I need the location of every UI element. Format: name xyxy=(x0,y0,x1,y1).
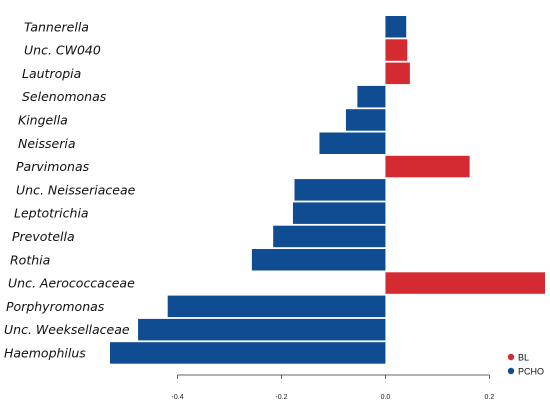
bar-haemophilus xyxy=(110,342,386,364)
bar-unc-aerococcaceae xyxy=(385,272,545,294)
category-label: Tannerella xyxy=(24,19,89,34)
category-label: Unc. CW040 xyxy=(24,43,101,58)
x-tick-label: 0.2 xyxy=(485,394,495,401)
legend-marker-pcho xyxy=(507,367,515,375)
category-label: Kingella xyxy=(18,112,68,127)
legend-marker-bl xyxy=(507,353,515,361)
bar-selenomonas xyxy=(357,85,386,108)
x-axis: -0.4 -0.2 0.0 0.2 xyxy=(172,374,495,401)
bar-tannerella xyxy=(385,16,407,38)
bar-leptotrichia xyxy=(292,202,386,224)
bar-unc-cw040 xyxy=(385,39,408,61)
x-tick-label: 0.0 xyxy=(381,394,391,401)
bar-unc-weeksellaceae xyxy=(138,318,386,341)
bar-parvimonas xyxy=(385,155,470,178)
bar-lautropia xyxy=(385,62,410,85)
category-label: Prevotella xyxy=(12,229,75,244)
category-label: Unc. Weeksellaceae xyxy=(4,322,130,337)
category-label: Parvimonas xyxy=(16,159,90,174)
bars-group xyxy=(110,16,545,364)
category-label: Unc. Neisseriaceae xyxy=(16,182,136,197)
legend-label-bl: BL xyxy=(518,353,529,363)
legend: BL PCHO xyxy=(507,353,544,377)
category-label: Unc. Aerococcaceae xyxy=(8,276,135,291)
category-label: Leptotrichia xyxy=(14,206,89,221)
category-label: Lautropia xyxy=(22,66,81,81)
category-label: Rothia xyxy=(10,252,50,267)
legend-label-pcho: PCHO xyxy=(518,367,544,377)
bar-porphyromonas xyxy=(167,295,386,318)
bar-neisseria xyxy=(319,132,386,154)
category-label: Porphyromonas xyxy=(6,299,105,314)
category-label: Neisseria xyxy=(18,136,76,151)
category-label: Haemophilus xyxy=(4,345,86,360)
x-tick-label: -0.2 xyxy=(275,394,287,401)
category-label: Selenomonas xyxy=(22,89,107,104)
bar-rothia xyxy=(251,249,386,271)
bar-kingella xyxy=(345,109,386,131)
bar-prevotella xyxy=(273,225,386,248)
bar-unc-neisseriaceae xyxy=(294,179,386,201)
x-tick-label: -0.4 xyxy=(172,394,184,401)
category-labels: Tannerella Unc. CW040 Lautropia Selenomonas… xyxy=(4,19,136,360)
